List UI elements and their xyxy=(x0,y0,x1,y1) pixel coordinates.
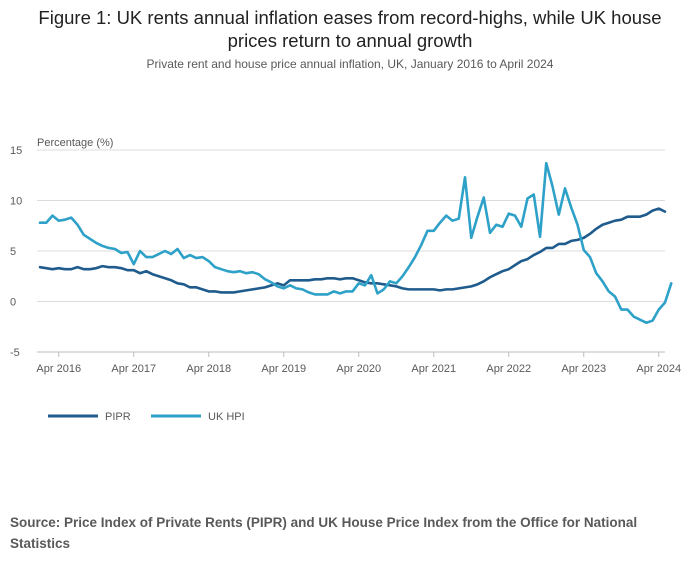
x-tick-label: Apr 2019 xyxy=(261,363,306,375)
x-tick-label: Apr 2017 xyxy=(111,363,156,375)
x-tick-label: Apr 2018 xyxy=(186,363,231,375)
legend-item-uk-hpi: UK HPI xyxy=(151,411,245,423)
x-axis: Apr 2016 Apr 2017 Apr 2018 Apr 2019 Apr 2020… xyxy=(36,351,681,375)
y-tick-label: 15 xyxy=(10,145,22,157)
y-axis-ticks: -5 0 5 10 15 xyxy=(10,145,22,359)
y-axis-label: Percentage (%) xyxy=(37,137,113,149)
pipr-line xyxy=(38,207,667,294)
legend-item-pipr: PIPR xyxy=(48,411,131,423)
legend-label: PIPR xyxy=(105,411,131,423)
x-tick-label: Apr 2023 xyxy=(561,363,606,375)
y-tick-label: 10 xyxy=(10,196,22,208)
source-note: Source: Price Index of Private Rents (PI… xyxy=(10,515,638,551)
chart-subtitle: Private rent and house price annual infl… xyxy=(146,57,554,71)
x-tick-label: Apr 2022 xyxy=(486,363,531,375)
x-tick-label: Apr 2020 xyxy=(336,363,381,375)
legend-label: UK HPI xyxy=(208,411,245,423)
y-tick-label: 0 xyxy=(10,297,16,309)
gridlines xyxy=(37,149,665,353)
y-tick-label: -5 xyxy=(10,347,20,359)
x-tick-label: Apr 2016 xyxy=(36,363,81,375)
line-chart: Percentage (%) -5 0 5 10 15 Apr 2016 Apr 2017… xyxy=(10,137,681,423)
y-tick-label: 5 xyxy=(10,246,16,258)
chart-title: Figure 1: UK rents annual inflation ease… xyxy=(38,7,662,51)
uk-hpi-line xyxy=(38,161,673,325)
series-lines xyxy=(38,161,673,325)
legend: PIPR UK HPI xyxy=(48,411,245,423)
x-tick-label: Apr 2024 xyxy=(636,363,681,375)
x-tick-label: Apr 2021 xyxy=(411,363,456,375)
